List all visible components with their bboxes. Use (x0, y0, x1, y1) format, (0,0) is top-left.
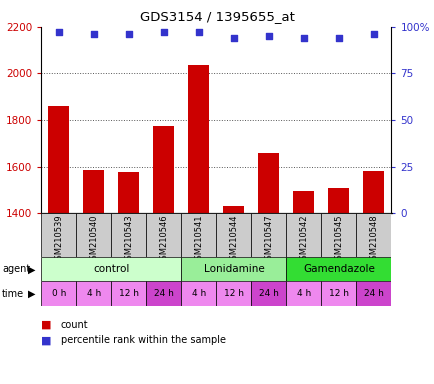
Text: GSM210543: GSM210543 (124, 214, 133, 265)
Text: time: time (2, 288, 24, 299)
Point (125, 31, 132, 37)
Bar (181, 257, 286, 281)
Bar (286, 257, 391, 281)
Bar (363, 171, 384, 213)
Point (195, 30, 202, 36)
Bar (41, 213, 76, 257)
Text: count: count (61, 320, 89, 330)
Text: 4 h: 4 h (86, 289, 101, 298)
Bar (321, 281, 356, 306)
Bar (181, 213, 216, 257)
Bar (223, 206, 244, 213)
Bar (76, 213, 111, 257)
Text: GSM210545: GSM210545 (334, 214, 343, 265)
Text: 4 h: 4 h (191, 289, 206, 298)
Bar (41, 257, 181, 281)
Text: ■: ■ (41, 320, 52, 330)
Text: Lonidamine: Lonidamine (203, 264, 264, 275)
Point (230, 35, 237, 41)
Text: GSM210539: GSM210539 (54, 214, 63, 265)
Text: 24 h: 24 h (258, 289, 278, 298)
Bar (111, 213, 146, 257)
Point (370, 31, 377, 37)
Bar (356, 281, 391, 306)
Text: GSM210541: GSM210541 (194, 214, 203, 265)
Text: 24 h: 24 h (154, 289, 174, 298)
Bar (48, 106, 69, 213)
Point (55, 30, 62, 36)
Point (90, 31, 97, 37)
Text: GSM210542: GSM210542 (299, 214, 308, 265)
Bar (251, 281, 286, 306)
Text: 12 h: 12 h (118, 289, 138, 298)
Bar (251, 213, 286, 257)
Bar (146, 213, 181, 257)
Bar (216, 213, 251, 257)
Text: 12 h: 12 h (328, 289, 348, 298)
Text: Gamendazole: Gamendazole (302, 264, 374, 275)
Text: GSM210540: GSM210540 (89, 214, 98, 265)
Text: GSM210547: GSM210547 (264, 214, 273, 265)
Point (160, 30, 167, 36)
Text: 12 h: 12 h (224, 289, 243, 298)
Bar (321, 213, 356, 257)
Point (335, 35, 342, 41)
Bar (41, 281, 76, 306)
Point (300, 35, 307, 41)
Bar (111, 281, 146, 306)
Text: GSM210546: GSM210546 (159, 214, 168, 265)
Bar (153, 126, 174, 213)
Text: control: control (93, 264, 129, 275)
Bar (146, 281, 181, 306)
Text: ▶: ▶ (27, 264, 35, 275)
Text: GDS3154 / 1395655_at: GDS3154 / 1395655_at (140, 10, 294, 23)
Text: ▶: ▶ (27, 288, 35, 299)
Bar (286, 281, 321, 306)
Text: GSM210544: GSM210544 (229, 214, 238, 265)
Bar (188, 65, 209, 213)
Text: 24 h: 24 h (363, 289, 383, 298)
Bar (118, 172, 139, 213)
Bar (286, 213, 321, 257)
Text: 0 h: 0 h (52, 289, 66, 298)
Text: agent: agent (2, 264, 30, 275)
Bar (181, 281, 216, 306)
Bar (83, 170, 104, 213)
Bar (216, 281, 251, 306)
Bar (328, 187, 349, 213)
Bar (293, 191, 314, 213)
Text: percentile rank within the sample: percentile rank within the sample (61, 335, 225, 345)
Text: ■: ■ (41, 335, 52, 345)
Point (265, 33, 272, 39)
Text: 4 h: 4 h (296, 289, 310, 298)
Bar (76, 281, 111, 306)
Bar (258, 152, 279, 213)
Text: GSM210548: GSM210548 (368, 214, 378, 265)
Bar (356, 213, 391, 257)
